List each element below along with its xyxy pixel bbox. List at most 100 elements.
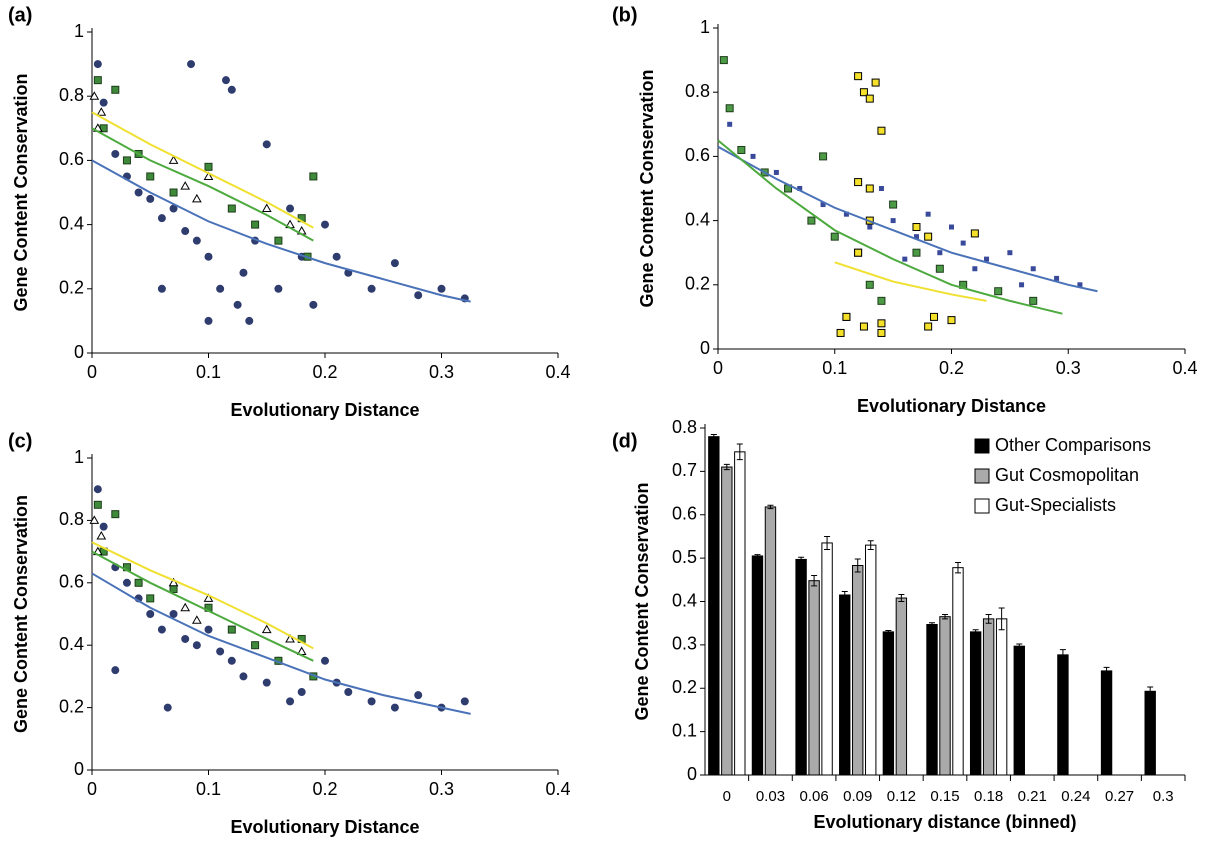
point xyxy=(239,268,248,277)
error-bar xyxy=(841,591,848,599)
bar xyxy=(808,580,820,776)
x-tick-label: 0.3 xyxy=(1056,358,1081,378)
error-bar xyxy=(1147,686,1154,697)
bar xyxy=(1013,645,1025,776)
error-bar xyxy=(854,558,861,573)
point xyxy=(460,697,469,706)
y-tick-label: 0.4 xyxy=(685,209,710,229)
point xyxy=(122,578,131,587)
point xyxy=(877,319,886,328)
bar xyxy=(708,436,720,776)
point xyxy=(93,76,102,85)
y-tick-label: 0.1 xyxy=(672,720,697,740)
point xyxy=(925,211,931,217)
point xyxy=(859,88,868,97)
x-tick-label: 0.3 xyxy=(1153,788,1174,805)
point xyxy=(169,188,178,197)
y-tick-label: 1 xyxy=(700,17,710,37)
y-tick-label: 0.4 xyxy=(59,634,84,654)
point xyxy=(146,594,155,603)
point xyxy=(285,633,295,643)
y-tick-label: 0 xyxy=(687,764,697,784)
point xyxy=(924,232,933,241)
point xyxy=(111,510,120,519)
x-tick-label: 0.03 xyxy=(756,788,785,805)
point xyxy=(93,485,102,494)
y-axis-label: Gene Content Conservation xyxy=(11,73,31,311)
x-axis-label: Evolutionary Distance xyxy=(230,400,419,420)
point xyxy=(286,204,295,213)
fit-line xyxy=(834,261,987,302)
y-tick-label: 0 xyxy=(700,338,710,358)
fit-line xyxy=(717,139,1063,315)
y-tick-label: 0.3 xyxy=(672,634,697,654)
point xyxy=(203,593,214,602)
bar xyxy=(764,506,777,776)
point xyxy=(877,126,886,135)
error-bar xyxy=(972,629,979,635)
x-tick-label: 0.06 xyxy=(799,788,828,805)
error-bar xyxy=(954,561,961,574)
point xyxy=(191,193,202,203)
point xyxy=(912,223,921,232)
point xyxy=(180,181,191,190)
point xyxy=(1007,250,1013,256)
y-tick-label: 0.2 xyxy=(672,677,697,697)
point xyxy=(949,224,954,230)
point xyxy=(297,688,306,696)
point xyxy=(929,312,938,321)
error-bar xyxy=(1059,649,1066,661)
error-bar xyxy=(942,614,948,620)
point xyxy=(960,240,966,246)
y-axis-label: Gene Content Conservation xyxy=(632,482,652,720)
error-bar xyxy=(1103,666,1110,675)
y-tick-label: 0.7 xyxy=(672,460,697,480)
point xyxy=(191,615,202,624)
point xyxy=(878,186,884,191)
y-tick-label: 0.2 xyxy=(59,278,84,298)
point xyxy=(877,296,886,305)
point xyxy=(261,203,272,213)
point xyxy=(146,610,155,618)
point xyxy=(274,284,283,293)
y-tick-label: 0.6 xyxy=(672,504,697,524)
y-tick-label: 0.6 xyxy=(59,149,84,169)
point xyxy=(157,214,166,223)
point xyxy=(877,328,886,337)
x-tick-label: 0 xyxy=(713,358,723,378)
error-bar xyxy=(885,630,892,634)
x-axis-label: Evolutionary Distance xyxy=(230,817,419,837)
x-tick-label: 0.27 xyxy=(1105,788,1134,805)
x-tick-label: 0.2 xyxy=(312,362,337,382)
point xyxy=(204,316,213,325)
bar xyxy=(852,564,864,776)
y-tick-label: 1 xyxy=(74,21,84,41)
y-tick-label: 0.2 xyxy=(59,696,84,716)
point xyxy=(889,200,898,209)
point xyxy=(157,284,166,293)
error-bar xyxy=(824,535,831,550)
point xyxy=(204,252,213,261)
x-tick-label: 0.1 xyxy=(196,779,221,799)
point xyxy=(321,220,329,229)
point xyxy=(168,577,179,587)
y-tick-label: 0.6 xyxy=(685,145,710,165)
x-tick-label: 0.2 xyxy=(939,358,964,378)
point xyxy=(854,72,863,81)
x-tick-label: 0.21 xyxy=(1018,788,1047,805)
x-tick-label: 0.18 xyxy=(974,788,1003,805)
point xyxy=(414,691,423,700)
point xyxy=(204,625,213,634)
error-bar xyxy=(767,504,774,510)
error-bar xyxy=(736,443,743,461)
point xyxy=(773,169,779,175)
fit-line xyxy=(91,111,314,229)
point xyxy=(937,250,943,256)
point xyxy=(332,252,341,261)
point xyxy=(221,76,230,85)
error-bar xyxy=(985,614,992,624)
error-bar xyxy=(811,574,818,587)
bar xyxy=(939,616,951,776)
point xyxy=(854,248,863,257)
